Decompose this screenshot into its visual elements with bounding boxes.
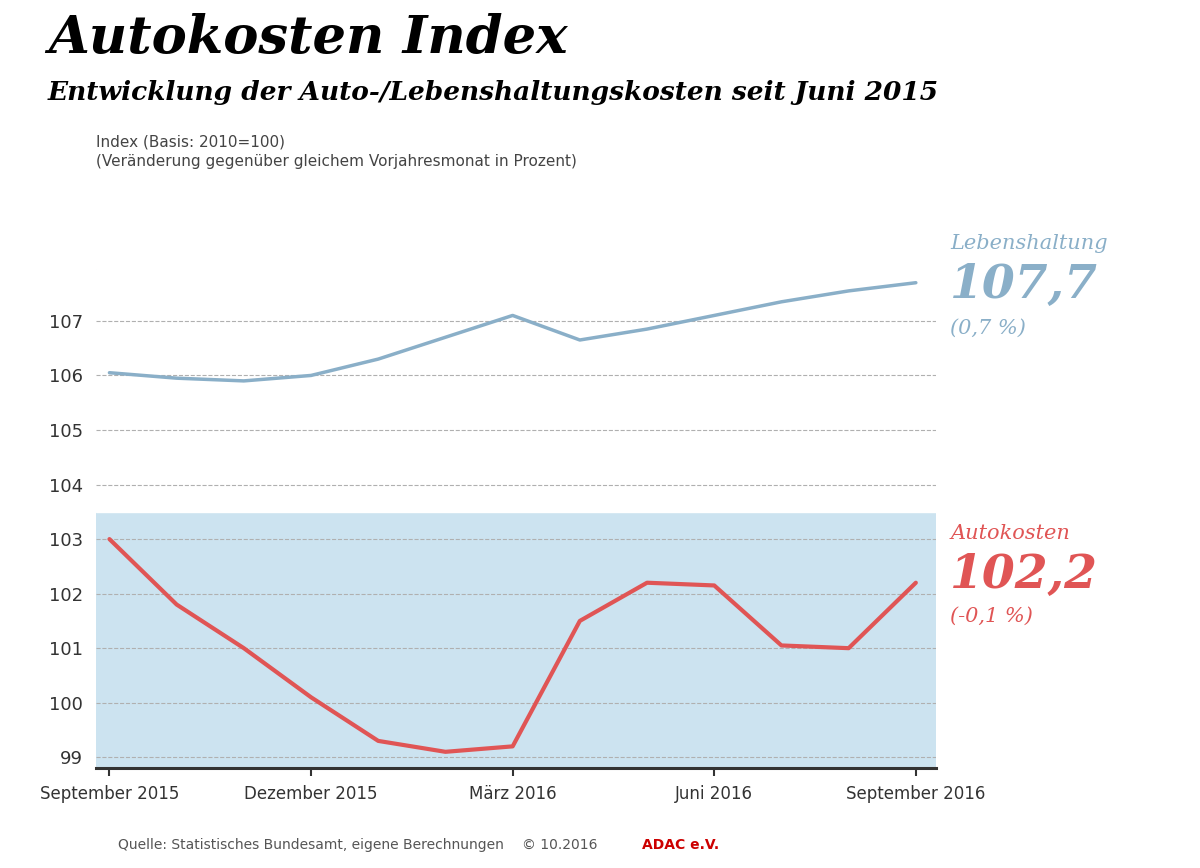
Text: Entwicklung der Auto-/Lebenshaltungskosten seit Juni 2015: Entwicklung der Auto-/Lebenshaltungskost… (48, 80, 940, 105)
Bar (96, 269, 936, 512)
Text: 107,7: 107,7 (950, 262, 1098, 307)
Text: Index (Basis: 2010=100): Index (Basis: 2010=100) (96, 135, 286, 149)
Text: Autokosten: Autokosten (950, 524, 1070, 543)
Text: Autokosten Index: Autokosten Index (48, 13, 568, 64)
Text: © 10.2016: © 10.2016 (522, 838, 598, 852)
Text: Quelle: Statistisches Bundesamt, eigene Berechnungen: Quelle: Statistisches Bundesamt, eigene … (118, 838, 504, 852)
Text: 102,2: 102,2 (950, 552, 1098, 597)
Text: Lebenshaltung: Lebenshaltung (950, 233, 1108, 253)
Text: (Veränderung gegenüber gleichem Vorjahresmonat in Prozent): (Veränderung gegenüber gleichem Vorjahre… (96, 154, 577, 168)
Text: ADAC e.V.: ADAC e.V. (642, 838, 719, 852)
Text: (0,7 %): (0,7 %) (950, 319, 1026, 338)
Text: (-0,1 %): (-0,1 %) (950, 607, 1033, 626)
